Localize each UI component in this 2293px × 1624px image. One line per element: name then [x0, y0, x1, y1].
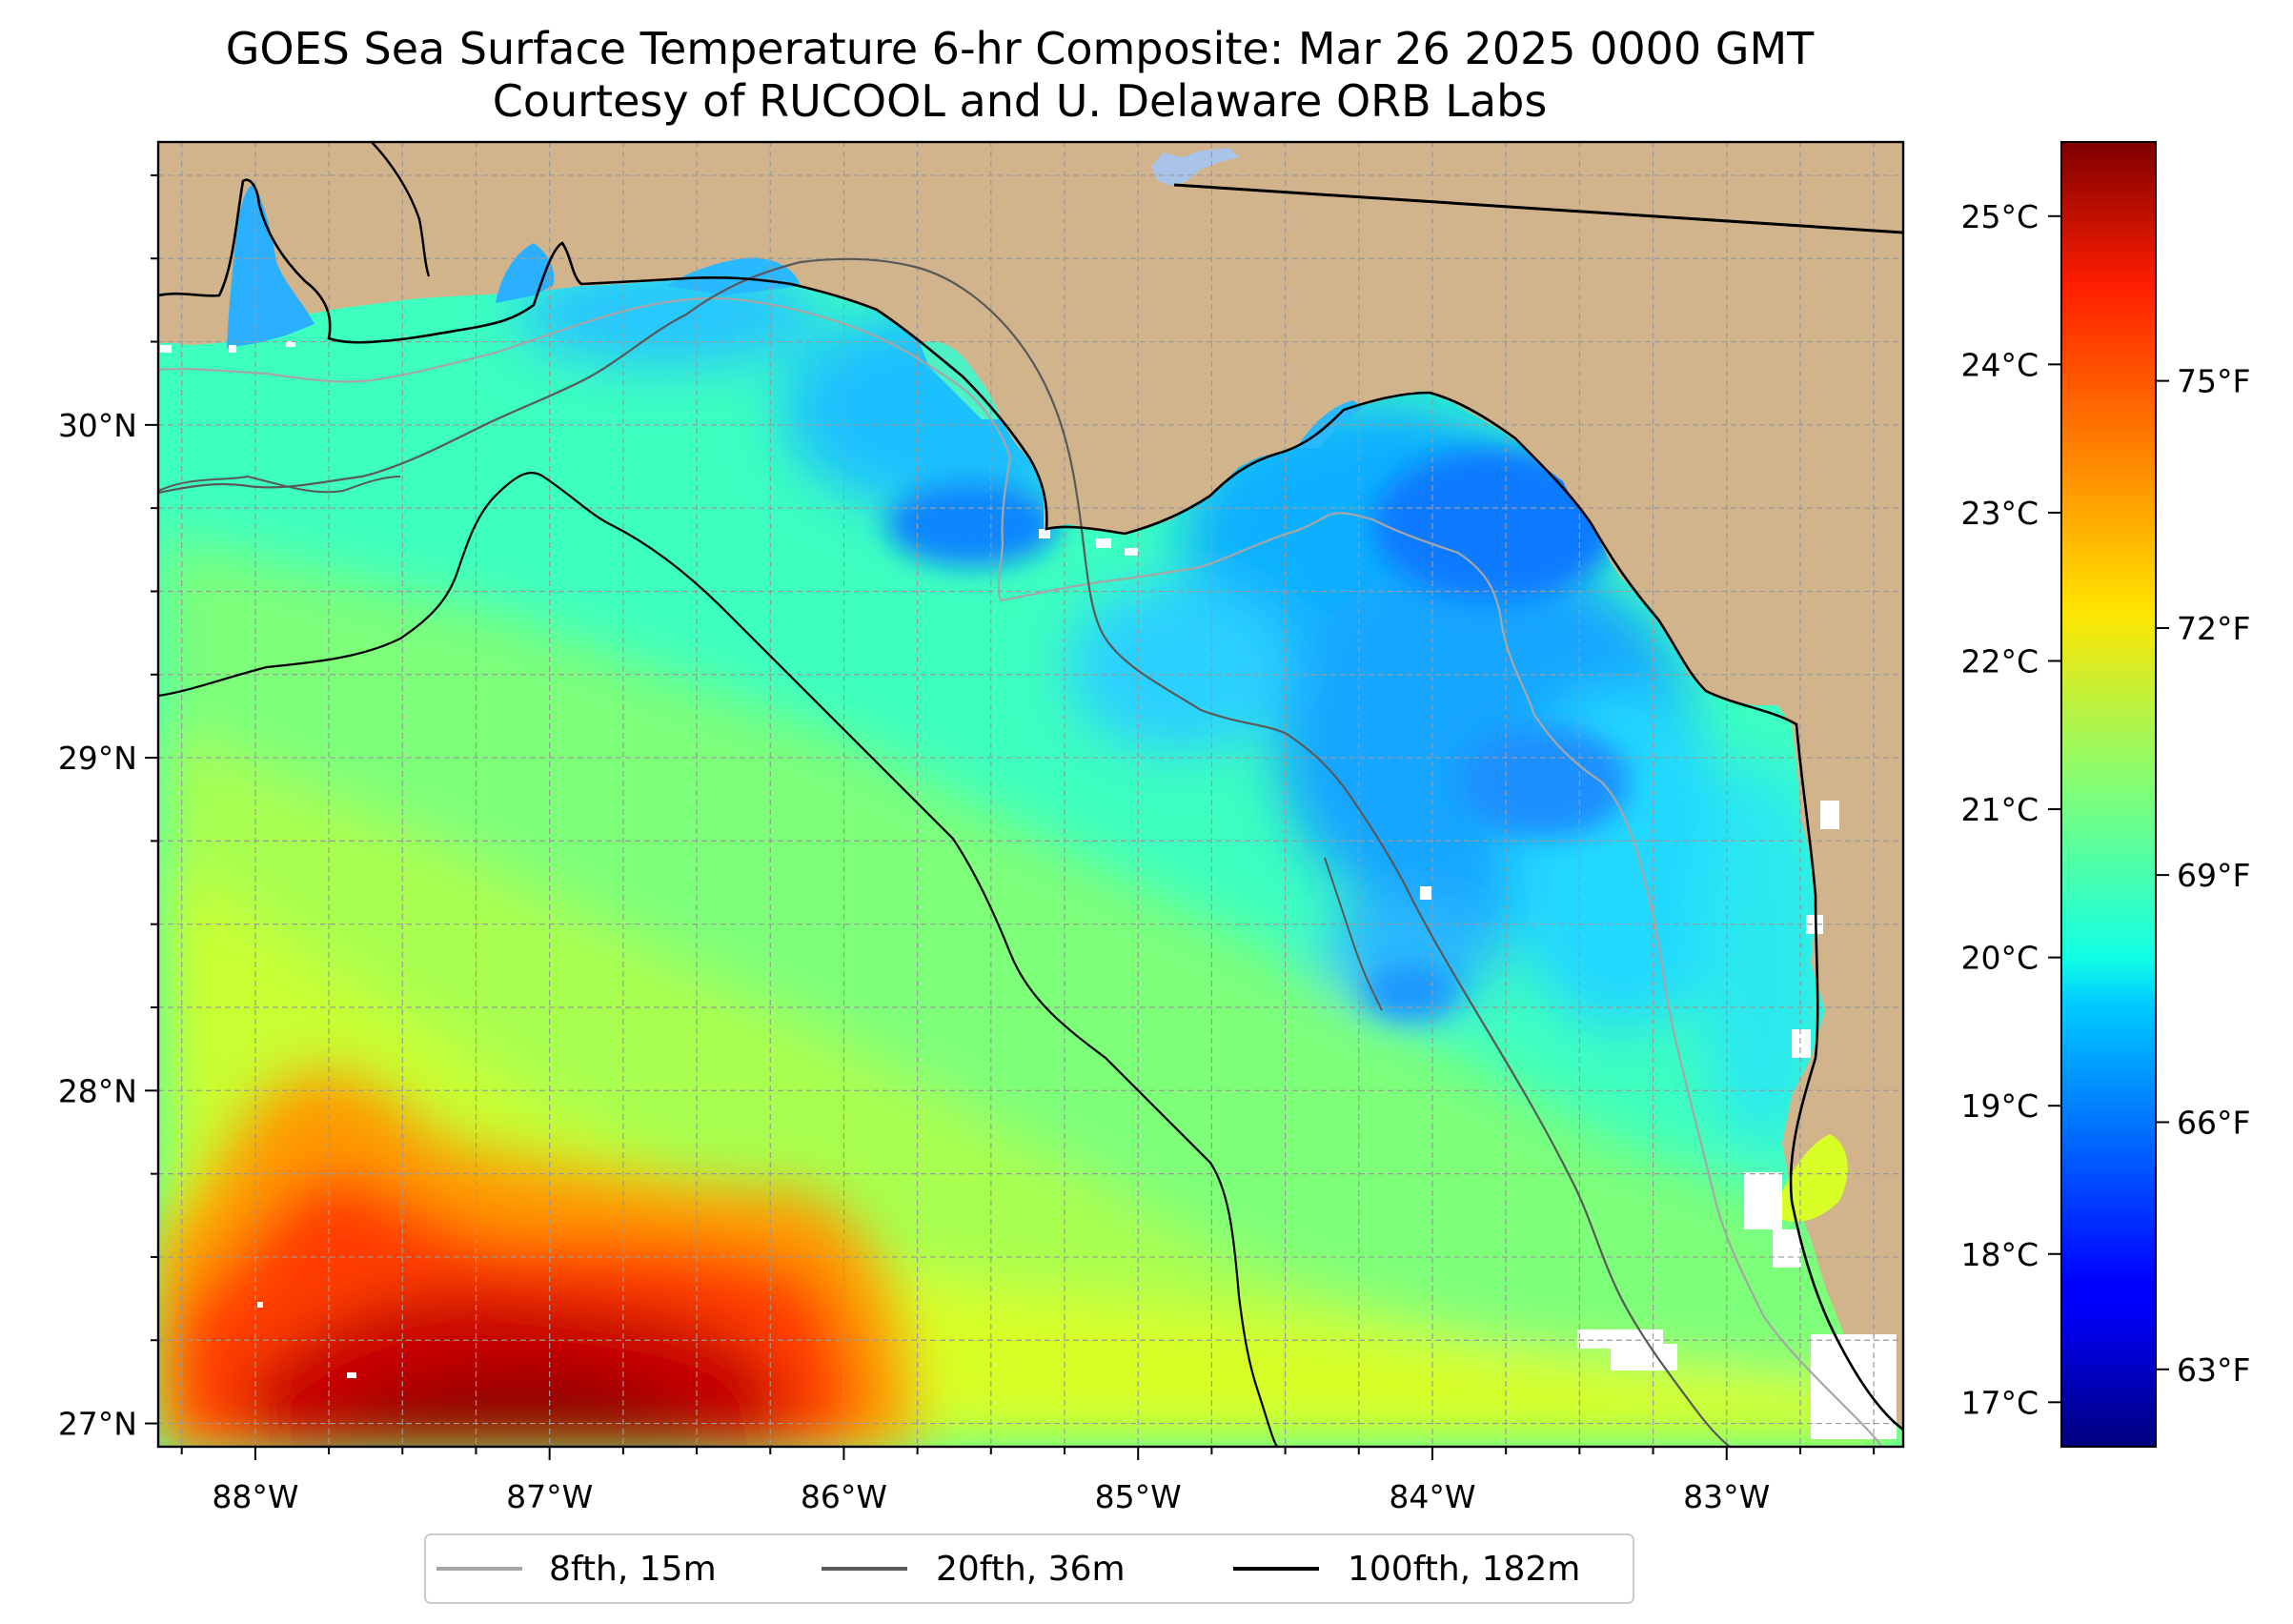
legend: 8fth, 15m 20fth, 36m 100fth, 182m	[424, 1533, 1634, 1604]
lon-tick-label: 84°W	[1389, 1478, 1475, 1515]
title-line-2: Courtesy of RUCOOL and U. Delaware ORB L…	[493, 75, 1548, 127]
lon-axis: 88°W 87°W 86°W 85°W 84°W 83°W	[180, 1447, 1876, 1515]
sst-warm-eddy	[158, 1073, 915, 1447]
celsius-tick-label: 19°C	[1960, 1087, 2039, 1125]
colorbar-fahrenheit-ticks: 63°F 66°F 69°F 72°F 75°F	[2156, 363, 2250, 1389]
celsius-tick-label: 17°C	[1960, 1384, 2039, 1421]
lon-tick-label: 85°W	[1095, 1478, 1182, 1515]
contour-8fth-15m	[158, 296, 1883, 1447]
delta-contour	[158, 475, 401, 494]
al-border	[371, 142, 431, 277]
lon-tick-label: 88°W	[212, 1478, 298, 1515]
celsius-tick-label: 24°C	[1960, 346, 2039, 383]
lon-tick-label: 87°W	[506, 1478, 593, 1515]
celsius-tick-label: 20°C	[1960, 940, 2039, 977]
lon-tick-label: 83°W	[1683, 1478, 1770, 1515]
legend-box	[424, 1533, 1634, 1604]
celsius-tick-label: 18°C	[1960, 1236, 2039, 1273]
colorbar: 17°C 18°C 19°C 20°C 21°C 22°C 23°C 24°C 25°C 63°…	[1960, 141, 2250, 1448]
legend-label-8fth: 8fth, 15m	[549, 1550, 717, 1589]
lat-tick-label: 29°N	[58, 740, 137, 777]
gridlines	[158, 142, 1903, 1447]
fahrenheit-tick-label: 72°F	[2177, 610, 2250, 647]
celsius-tick-label: 25°C	[1960, 198, 2039, 235]
lat-axis: 27°N 28°N 29°N 30°N	[58, 173, 158, 1443]
map-frame	[156, 140, 1905, 1449]
contour-100fth-182m	[158, 472, 1278, 1447]
fahrenheit-tick-label: 66°F	[2177, 1104, 2250, 1141]
lat-tick-label: 28°N	[58, 1072, 137, 1109]
state-border	[1173, 183, 1903, 234]
lat-tick-label: 30°N	[58, 407, 137, 444]
bays	[227, 185, 1848, 1222]
colorbar-gradient	[2060, 141, 2157, 1448]
colorbar-celsius-ticks: 17°C 18°C 19°C 20°C 21°C 22°C 23°C 24°C 25°C	[1960, 198, 2061, 1421]
fahrenheit-tick-label: 69°F	[2177, 857, 2250, 894]
fahrenheit-tick-label: 75°F	[2177, 363, 2250, 400]
fahrenheit-tick-label: 63°F	[2177, 1351, 2250, 1389]
coastline	[158, 178, 1903, 1431]
legend-item-8fth: 8fth, 15m	[436, 1550, 717, 1589]
celsius-tick-label: 21°C	[1960, 791, 2039, 828]
lake	[1151, 148, 1239, 186]
contour-20fth-36m	[158, 257, 1731, 1447]
land-gulf-coast	[158, 142, 1903, 1430]
lat-tick-label: 27°N	[58, 1406, 137, 1443]
map-panel	[158, 142, 1903, 1447]
celsius-tick-label: 23°C	[1960, 495, 2039, 532]
title-line-1: GOES Sea Surface Temperature 6-hr Compos…	[226, 23, 1815, 74]
legend-item-20fth: 20fth, 36m	[822, 1550, 1126, 1589]
legend-label-100fth: 100fth, 182m	[1348, 1550, 1580, 1589]
sst-cold-core	[886, 448, 1630, 1020]
legend-label-20fth: 20fth, 36m	[936, 1550, 1126, 1589]
lon-tick-label: 86°W	[801, 1478, 887, 1515]
big-bend-contour	[1324, 857, 1383, 1011]
legend-item-100fth: 100fth, 182m	[1233, 1550, 1580, 1589]
celsius-tick-label: 22°C	[1960, 642, 2039, 680]
